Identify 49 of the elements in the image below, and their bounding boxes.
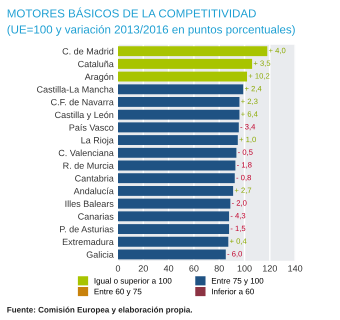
- y-tick-label: País Vasco: [70, 124, 114, 131]
- bar: [118, 72, 248, 82]
- bar: [118, 97, 240, 107]
- bar: [118, 249, 226, 260]
- x-tick-label: 40: [164, 265, 174, 272]
- y-tick-label: Cantabria: [75, 174, 114, 182]
- bar: [118, 58, 252, 69]
- y-tick-label: La Rioja: [81, 136, 114, 146]
- bar: [118, 122, 239, 132]
- y-tick-label: Castilla y León: [55, 111, 114, 120]
- bar: [118, 84, 244, 94]
- y-tick-label: Castilla-La Mancha: [37, 86, 114, 93]
- x-tick-label: 80: [214, 265, 224, 272]
- y-tick-label: Galicia: [86, 251, 114, 258]
- y-tick-label: P. de Asturias: [60, 226, 114, 232]
- bar: [118, 173, 235, 184]
- bar: [118, 110, 240, 120]
- legend-label: Entre 60 y 75: [94, 288, 142, 296]
- bar: [118, 46, 268, 56]
- y-tick-label: Cataluña: [78, 60, 114, 68]
- bar: [118, 148, 236, 158]
- y-tick-label: R. de Murcia: [63, 162, 114, 169]
- bar: [118, 236, 228, 247]
- bar: [118, 224, 230, 234]
- bar: [118, 135, 238, 146]
- y-tick-label: C.F. de Navarra: [51, 98, 114, 106]
- legend-label: Igual o superior a 100: [94, 278, 172, 286]
- chart-title: MOTORES BÁSICOS DE LA COMPETITIVIDAD: [8, 7, 256, 18]
- x-tick-label: 120: [262, 265, 277, 272]
- y-tick-label: Aragón: [84, 73, 114, 82]
- legend-label: Inferior a 60: [212, 288, 254, 294]
- bar: [118, 160, 236, 170]
- source-note: Fuente: Comisión Europea y elaboración propia.: [7, 306, 192, 314]
- legend-label: Entre 75 y 100: [212, 278, 264, 286]
- bar: [118, 198, 230, 209]
- x-tick-label: 0: [116, 265, 120, 272]
- y-tick-label: Canarias: [78, 213, 114, 220]
- x-tick-label: 20: [138, 265, 148, 272]
- y-tick-label: Extremadura: [62, 238, 114, 246]
- chart-subtitle: (UE=100 y variación 2013/2016 en puntos porcentuales): [8, 24, 295, 36]
- y-tick-label: C. de Madrid: [62, 48, 114, 55]
- x-tick-label: 60: [189, 265, 199, 272]
- x-tick-label: 140: [288, 265, 302, 272]
- x-tick-label: 100: [238, 265, 252, 272]
- y-tick-label: C. Valenciana: [58, 150, 114, 156]
- y-tick-label: Andalucía: [74, 188, 114, 194]
- y-tick-label: Illes Balears: [65, 200, 114, 207]
- bar: [118, 186, 234, 196]
- bar: [118, 211, 230, 222]
